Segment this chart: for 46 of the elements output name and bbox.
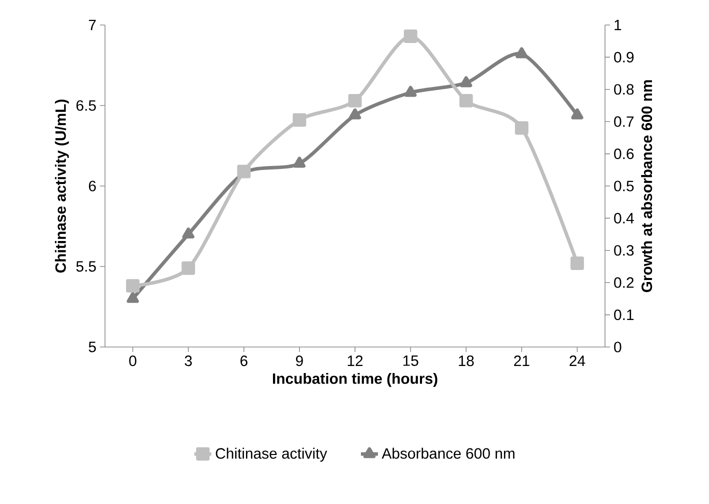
- point: [293, 156, 306, 168]
- y-tick-label: 5.5: [76, 261, 96, 272]
- y-tick-label: 6.5: [76, 100, 96, 111]
- point: [292, 113, 306, 127]
- x-axis-title: Incubation time (hours): [272, 372, 438, 387]
- y-tick-label: 7: [88, 20, 96, 30]
- point: [182, 261, 196, 275]
- y-axis-title: Chitinase activity (U/mL): [54, 100, 69, 273]
- point: [516, 47, 528, 58]
- y2-tick-label: 0.5: [614, 180, 634, 192]
- y-tick-label: 6: [88, 180, 96, 192]
- point: [571, 108, 584, 120]
- y2-axis-title: Growth at absorbance 600 nm: [641, 80, 652, 292]
- point: [404, 30, 418, 43]
- y2-tick-label: 0: [614, 342, 622, 352]
- legend-label: Chitinase activity: [216, 448, 328, 462]
- point: [126, 279, 140, 293]
- x-tick-label: 18: [458, 356, 474, 366]
- y2-tick-label: 0.1: [614, 310, 634, 320]
- y2-tick-label: 0.2: [614, 277, 634, 288]
- x-tick-label: 6: [240, 356, 248, 366]
- point: [348, 94, 362, 108]
- point: [404, 86, 417, 97]
- y2-tick-label: 0.6: [614, 148, 634, 160]
- x-tick-label: 24: [570, 356, 586, 366]
- legend-label: Absorbance 600 nm: [382, 448, 514, 459]
- point: [126, 292, 139, 303]
- x-tick-label: 3: [184, 356, 192, 366]
- y2-tick-label: 0.3: [614, 245, 634, 256]
- y2-tick-label: 1: [614, 20, 622, 30]
- point: [514, 121, 528, 135]
- x-tick-label: 0: [129, 356, 136, 366]
- y2-tick-label: 0.4: [614, 212, 634, 224]
- x-tick-label: 15: [403, 356, 418, 366]
- y2-tick-label: 0.9: [614, 52, 634, 62]
- point: [182, 228, 194, 239]
- x-tick-label: 12: [348, 356, 363, 366]
- y2-tick-label: 0.7: [614, 116, 634, 127]
- y2-tick-label: 0.8: [614, 84, 634, 95]
- point: [460, 76, 472, 88]
- y-tick-label: 5: [88, 342, 96, 352]
- point: [570, 256, 584, 270]
- x-tick-label: 9: [296, 356, 303, 366]
- point: [348, 108, 362, 120]
- point: [459, 94, 473, 108]
- x-tick-label: 21: [514, 356, 530, 366]
